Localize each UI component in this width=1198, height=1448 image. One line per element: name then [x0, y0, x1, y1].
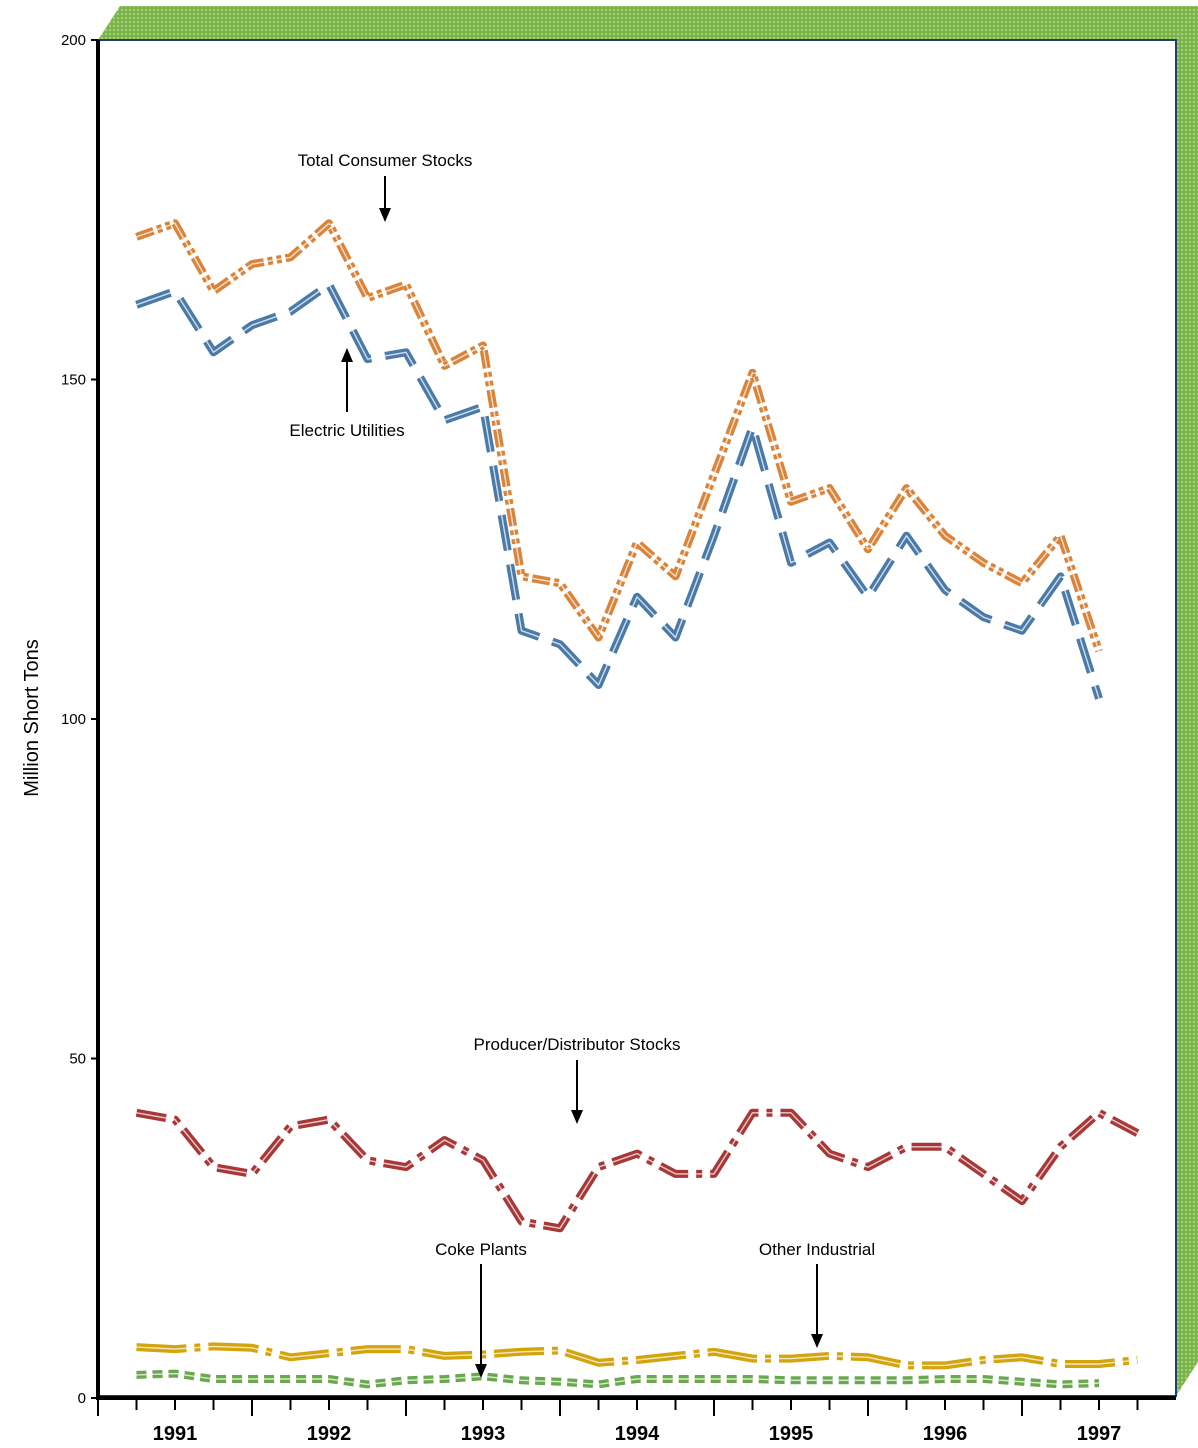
annotation-other-industrial: Other Industrial	[759, 1240, 875, 1348]
arrow-head	[571, 1110, 583, 1124]
series-total-consumer-stocks	[135, 219, 1103, 653]
annotation-total-consumer-stocks: Total Consumer Stocks	[298, 151, 473, 222]
x-tick-label-1994: 1994	[615, 1423, 660, 1445]
x-ticks: 1991 1992 1993 1994 1995 1996 1997	[97, 1398, 1139, 1445]
y-tick-label: 150	[61, 372, 86, 389]
arrow-head	[811, 1334, 823, 1348]
arrow-head	[341, 348, 353, 362]
annotation-other-industrial-label: Other Industrial	[759, 1240, 875, 1259]
annotation-coke-plants: Coke Plants	[435, 1240, 527, 1378]
x-tick-label-1997: 1997	[1077, 1423, 1122, 1445]
arrow-head	[475, 1364, 487, 1378]
annotation-producer-distributor: Producer/Distributor Stocks	[474, 1035, 681, 1124]
frame-top-bevel	[98, 6, 1198, 40]
y-ticks: 0 50 100 150 200	[61, 32, 98, 1407]
annotation-producer-distributor-label: Producer/Distributor Stocks	[474, 1035, 681, 1054]
x-tick-label-1996: 1996	[923, 1423, 968, 1445]
series-line-highlight-electric-utilities	[136, 283, 1100, 699]
annotation-total-consumer-stocks-label: Total Consumer Stocks	[298, 151, 473, 170]
y-tick-label: 50	[69, 1051, 86, 1068]
y-tick-label: 0	[78, 1390, 86, 1407]
arrow-head	[379, 208, 391, 222]
y-tick-label: 200	[61, 32, 86, 49]
series-line-highlight-coke-plants	[136, 1372, 1100, 1386]
x-tick-label-1993: 1993	[461, 1423, 506, 1445]
x-tick-label-1992: 1992	[307, 1423, 352, 1445]
series-line-highlight-total-consumer-stocks	[136, 222, 1100, 652]
y-tick-label: 100	[61, 711, 86, 728]
annotation-coke-plants-label: Coke Plants	[435, 1240, 527, 1259]
series-coke-plants	[136, 1369, 1100, 1389]
y-axis-label: Million Short Tons	[21, 639, 43, 796]
x-tick-label-1991: 1991	[153, 1423, 198, 1445]
plot-area	[97, 39, 1177, 1397]
x-tick-label-1995: 1995	[769, 1423, 814, 1445]
annotation-electric-utilities-label: Electric Utilities	[289, 421, 404, 440]
series-electric-utilities	[135, 280, 1103, 700]
annotation-electric-utilities: Electric Utilities	[289, 348, 405, 440]
series-producer-distributor-stocks	[135, 1108, 1140, 1233]
series-other-industrial	[136, 1342, 1138, 1370]
series-layer	[135, 219, 1140, 1389]
frame-right-bevel	[1176, 6, 1198, 1396]
